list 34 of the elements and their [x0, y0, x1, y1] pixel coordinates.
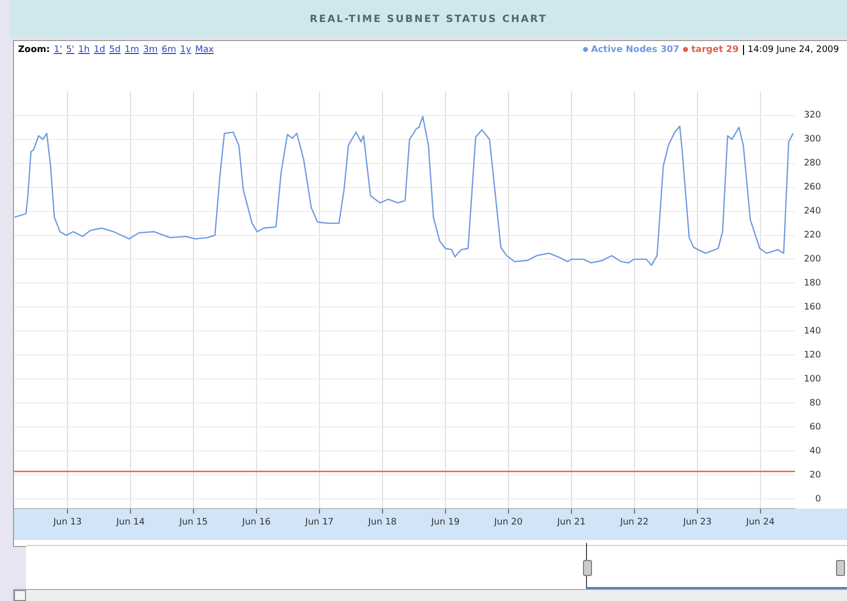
x-tick-label: Jun 14	[115, 517, 145, 528]
x-tick-label: Jun 22	[619, 517, 649, 528]
text: 14:09 June 24, 2009	[742, 45, 839, 55]
x-tick-label: Jun 24	[745, 517, 775, 528]
y-tick-label: 100	[804, 374, 822, 384]
y-tick-label: 60	[810, 422, 822, 432]
text: Zoom: 1' 5' 1h 1d 5d 1m 3m 6m 1y Max	[18, 45, 214, 55]
y-tick-label: 320	[804, 110, 822, 121]
x-tick-label: Jun 17	[304, 517, 334, 528]
x-tick-label: Jun 18	[367, 517, 397, 528]
x-tick-label: Jun 13	[52, 517, 82, 528]
y-tick-label: 200	[804, 254, 822, 265]
x-tick-label: Jun 16	[241, 517, 271, 528]
y-tick-label: 260	[804, 182, 822, 193]
y-tick-label: 140	[804, 326, 822, 337]
x-tick-label: Jun 21	[556, 517, 586, 528]
y-tick-label: 220	[804, 230, 822, 241]
y-tick-label: 300	[804, 134, 822, 145]
y-tick-label: 160	[804, 302, 822, 313]
y-tick-label: 280	[804, 158, 822, 169]
x-tick-label: Jun 20	[493, 517, 523, 528]
legend-label: target 29	[690, 45, 739, 55]
y-tick-label: 0	[815, 494, 822, 504]
y-tick-label: 180	[804, 278, 822, 289]
y-tick-label: 20	[810, 470, 822, 480]
y-tick-label: 240	[804, 206, 822, 217]
legend-label: Active Nodes 307	[590, 45, 680, 55]
x-tick-label: Jun 19	[430, 517, 460, 528]
chart-title: REAL-TIME SUBNET STATUS CHART	[10, 0, 847, 38]
x-tick-label: Jun 23	[682, 517, 712, 528]
x-tick-label: Jun 15	[178, 517, 208, 528]
y-tick-label: 120	[804, 350, 822, 360]
y-tick-label: 40	[810, 446, 822, 456]
y-tick-label: 80	[810, 398, 822, 408]
